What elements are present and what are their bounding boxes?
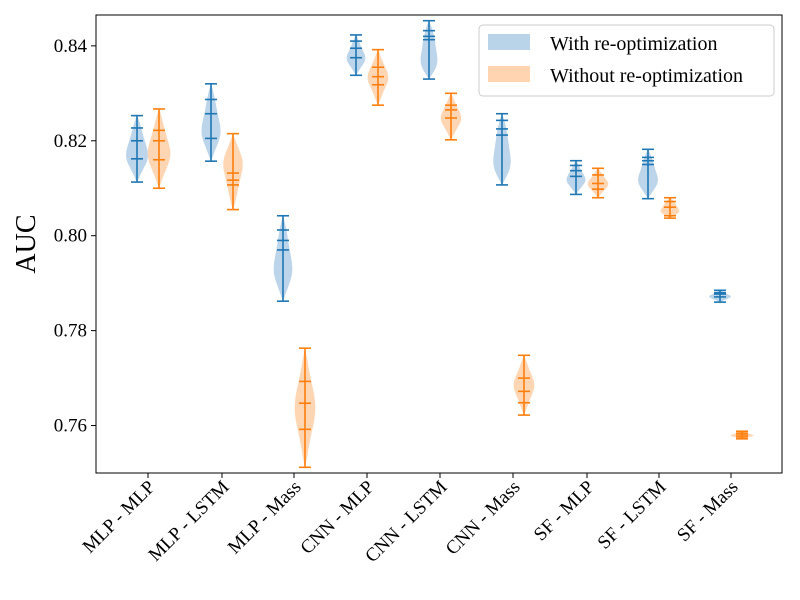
y-tick-label: 0.76 bbox=[54, 416, 87, 437]
violin bbox=[638, 148, 658, 200]
y-tick-label: 0.80 bbox=[54, 226, 87, 247]
violin bbox=[126, 114, 148, 183]
legend: With re-optimization Without re-optimiza… bbox=[478, 24, 775, 97]
y-tick-label: 0.84 bbox=[54, 36, 88, 57]
violin bbox=[730, 430, 754, 440]
violin bbox=[201, 83, 221, 162]
violin bbox=[513, 354, 535, 416]
series-with-reopt bbox=[126, 19, 731, 303]
y-axis-label: AUC bbox=[11, 214, 42, 273]
legend-label-without-reopt: Without re-optimization bbox=[550, 65, 743, 87]
violin bbox=[294, 347, 316, 469]
series-without-reopt bbox=[147, 48, 754, 469]
violin bbox=[346, 34, 366, 77]
violin bbox=[440, 92, 462, 141]
violin bbox=[223, 132, 243, 211]
violin bbox=[420, 19, 438, 80]
y-tick-label: 0.82 bbox=[54, 131, 87, 152]
y-axis: 0.76 0.78 0.80 0.82 0.84 bbox=[54, 36, 96, 437]
violin bbox=[273, 214, 293, 302]
axes-frame bbox=[95, 14, 783, 474]
plot-area bbox=[126, 19, 754, 469]
legend-swatch-with-reopt bbox=[488, 34, 530, 50]
violin bbox=[709, 289, 731, 303]
legend-frame bbox=[478, 24, 775, 97]
y-tick-label: 0.78 bbox=[54, 321, 87, 342]
violin bbox=[493, 112, 511, 186]
violin bbox=[147, 108, 171, 190]
violin bbox=[367, 48, 389, 106]
violin bbox=[587, 167, 609, 199]
violin bbox=[660, 196, 680, 219]
legend-label-with-reopt: With re-optimization bbox=[550, 33, 717, 55]
violin bbox=[566, 159, 586, 196]
legend-swatch-without-reopt bbox=[488, 66, 530, 82]
